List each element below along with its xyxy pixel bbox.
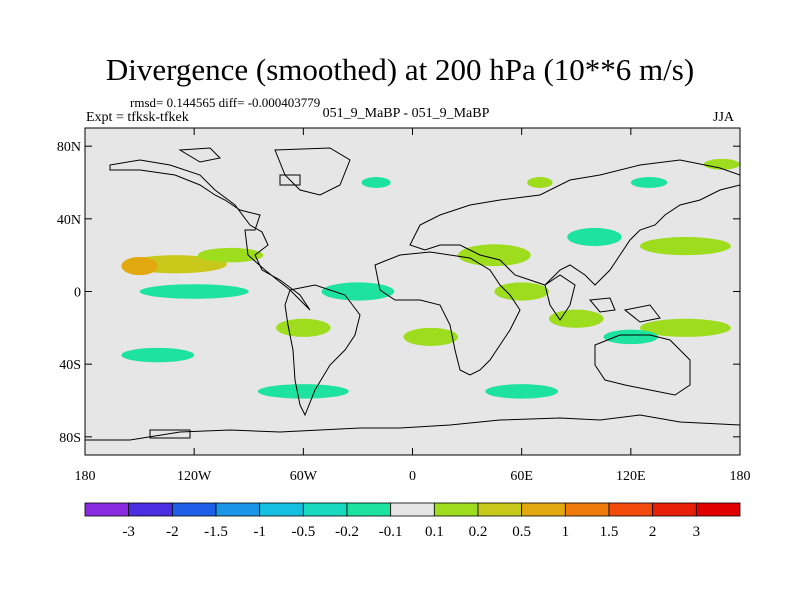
contour-blob	[276, 318, 331, 337]
colorbar-swatch	[259, 502, 304, 517]
colorbar-label: -1.5	[204, 524, 228, 540]
colorbar-label: 0.5	[512, 524, 531, 540]
contour-blob	[457, 244, 531, 267]
colorbar-label: 2	[649, 524, 657, 540]
contour-blob	[139, 284, 249, 299]
contour-blob	[639, 237, 731, 256]
y-tick-label: 40S	[59, 358, 81, 373]
contour-blob	[403, 327, 458, 346]
contour-blob	[197, 247, 264, 263]
coastline-layer	[85, 147, 740, 441]
coastline-africa	[374, 251, 521, 376]
colorbar-label: -1	[253, 524, 266, 540]
x-tick-label: 180	[75, 469, 96, 484]
colorbar-swatch	[84, 502, 130, 517]
colorbar-swatch	[608, 502, 654, 517]
coastline-north-america	[109, 159, 311, 311]
x-tick-label: 60W	[290, 469, 318, 484]
coastline-maritime-continent	[589, 297, 661, 323]
coastline-south-america	[284, 284, 361, 417]
colorbar-label: 0.1	[425, 524, 444, 540]
colorbar-swatch	[521, 502, 566, 517]
contour-blob	[485, 384, 559, 399]
chart-subtitle: 051_9_MaBP - 051_9_MaBP	[322, 106, 490, 121]
x-tick-label: 60E	[510, 469, 533, 484]
colorbar-swatch	[171, 502, 217, 517]
contour-blob	[121, 347, 195, 363]
contour-blob	[548, 309, 604, 328]
contour-blob	[703, 158, 740, 170]
colorbar-label: 1	[562, 524, 570, 540]
y-tick-label: 0	[74, 286, 81, 301]
experiment-label: Expt = tfksk-tfkek	[86, 110, 189, 125]
x-tick-label: 120W	[177, 469, 212, 484]
coastline-eurasia	[409, 159, 740, 286]
colorbar-label: -0.1	[379, 524, 403, 540]
colorbar-swatch	[128, 502, 173, 517]
season-label: JJA	[713, 110, 735, 125]
x-tick-label: 120E	[616, 469, 646, 484]
coastline-australia	[594, 334, 691, 396]
axes-layer: 180 120W 60W 0 60E 120E 180 80N 40N 0 40S 80S	[57, 128, 751, 484]
colorbar-swatch	[652, 502, 697, 517]
colorbar-label: 3	[693, 524, 701, 540]
colorbar-label: -2	[166, 524, 179, 540]
contour-blob	[639, 318, 731, 337]
x-tick-label: 0	[409, 469, 416, 484]
chart-title: Divergence (smoothed) at 200 hPa (10**6 …	[105, 52, 695, 87]
colorbar-label: 1.5	[600, 524, 619, 540]
contour-fill-layer	[121, 158, 740, 399]
y-tick-label: 40N	[57, 213, 81, 228]
contour-blob	[257, 384, 349, 399]
colorbar-swatch	[390, 502, 435, 517]
colorbar-swatch	[433, 502, 479, 517]
contour-blob	[567, 227, 622, 247]
coastline-india	[544, 274, 576, 321]
x-tick-label: 180	[730, 469, 751, 484]
coastline-antarctic-peninsula	[149, 429, 191, 439]
stats-label: rmsd= 0.144565 diff= -0.000403779	[130, 95, 321, 110]
colorbar-label: -0.5	[291, 524, 315, 540]
colorbar-label: -0.2	[335, 524, 359, 540]
contour-blob	[494, 282, 549, 301]
contour-blob	[321, 282, 395, 301]
coastline-greenland	[274, 147, 351, 196]
contour-blob	[361, 177, 391, 188]
colorbar-swatch	[302, 502, 348, 517]
colorbar-swatch	[477, 502, 523, 517]
colorbar-label: 0.2	[469, 524, 488, 540]
coastline-arctic-islands	[178, 147, 301, 186]
contour-blob	[603, 329, 659, 345]
colorbar-label: -3	[122, 524, 135, 540]
colorbar-swatch	[346, 502, 392, 517]
contour-blob	[121, 256, 158, 276]
colorbar-swatch	[215, 502, 261, 517]
contour-blob	[630, 177, 668, 188]
colorbar-swatch	[695, 502, 741, 517]
y-tick-label: 80N	[57, 140, 81, 155]
coastline-antarctica	[85, 414, 740, 441]
colorbar-swatch	[564, 502, 610, 517]
y-tick-label: 80S	[59, 431, 81, 446]
contour-blob	[527, 177, 553, 188]
colorbar: -3 -2 -1.5 -1 -0.5 -0.2 -0.1 0.1 0.2 0.5 1 1.5 2 3	[84, 502, 741, 540]
